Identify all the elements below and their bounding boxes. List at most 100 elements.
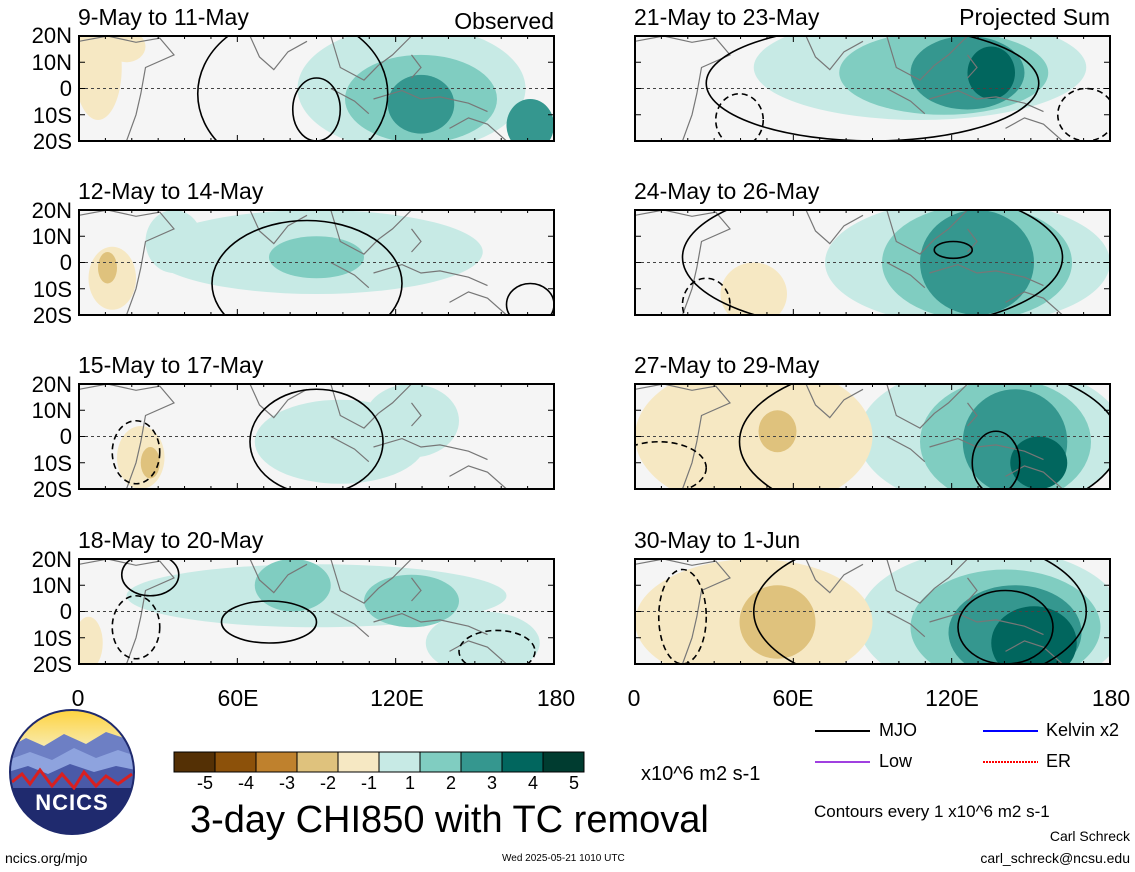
map-panel <box>78 209 555 316</box>
contours-note: Contours every 1 x10^6 m2 s-1 <box>814 802 1050 821</box>
email[interactable]: carl_schreck@ncsu.edu <box>980 850 1130 866</box>
lat-label-eq: 0 <box>59 76 72 101</box>
timestamp: Wed 2025-05-21 1010 UTC <box>502 853 625 864</box>
lat-label-eq: 0 <box>59 424 72 449</box>
mjo-contour <box>220 600 318 644</box>
mjo-contour <box>738 384 1110 489</box>
colorbar-swatch <box>296 751 339 773</box>
mjo-contour <box>681 277 731 315</box>
logo-text: NCICS <box>35 790 109 815</box>
panel-title-right-4: 30-May to 1-Jun <box>634 527 801 553</box>
anomaly-shading <box>720 262 787 315</box>
mjo-contour <box>657 568 708 664</box>
lat-label-10s: 10S <box>32 277 72 302</box>
panel-content <box>79 384 554 489</box>
mjo-contour <box>111 419 161 485</box>
colorbar-swatch <box>337 751 380 773</box>
coastline <box>929 612 1044 636</box>
coastline <box>967 228 978 253</box>
anomaly-shading <box>967 46 1015 99</box>
coastline <box>886 435 926 463</box>
map-panel <box>634 35 1111 142</box>
mjo-contour <box>505 282 554 315</box>
legend-label-low: Low <box>879 751 913 771</box>
coastline <box>373 89 488 113</box>
map-panel <box>78 35 555 142</box>
colorbar-tick: -5 <box>196 773 213 793</box>
panel-title-right-3: 27-May to 29-May <box>634 352 820 378</box>
anomaly-shading <box>387 74 455 134</box>
legend-label-mjo: MJO <box>879 720 917 740</box>
panel-content <box>635 559 1110 664</box>
colorbar-swatch <box>378 751 421 773</box>
coastline <box>411 402 422 427</box>
lat-label-20s: 20S <box>32 303 72 328</box>
coastline <box>929 263 1044 287</box>
coastline <box>886 610 926 638</box>
lon-label-120e: 120E <box>925 685 979 711</box>
mjo-contour <box>705 36 1040 141</box>
coastline <box>373 263 488 287</box>
panel-content <box>79 210 554 315</box>
anomaly-shading <box>79 616 103 664</box>
coastline <box>249 559 308 594</box>
anomaly-shading <box>425 611 540 664</box>
coastline <box>805 559 864 594</box>
coastline <box>1005 465 1063 489</box>
coastline <box>330 610 370 638</box>
lat-label-10n: 10N <box>31 398 72 423</box>
coastline <box>886 36 968 81</box>
panel-title-left-1: 9-May to 11-May <box>78 4 249 30</box>
lat-label-eq: 0 <box>59 599 72 624</box>
coastline <box>330 261 370 289</box>
anomaly-shading <box>364 384 459 458</box>
coastline <box>449 640 507 664</box>
observed-label: Observed <box>454 8 554 34</box>
panel-title-left-4: 18-May to 20-May <box>78 527 264 553</box>
coastline <box>805 36 864 71</box>
coastline <box>449 465 507 489</box>
anomaly-shading <box>635 384 873 489</box>
mjo-contour <box>458 629 536 664</box>
mjo-contour <box>933 240 974 260</box>
mjo-contour <box>111 594 161 660</box>
coastline <box>1005 117 1063 141</box>
colorbar-tick: 4 <box>527 773 538 793</box>
coastline <box>929 437 1044 461</box>
lat-label-10n: 10N <box>31 573 72 598</box>
colorbar-swatch <box>460 751 503 773</box>
lat-label-20s: 20S <box>32 652 72 677</box>
mjo-contour <box>211 219 403 315</box>
panel-title-left-3: 15-May to 17-May <box>78 352 264 378</box>
colorbar-tick: 5 <box>568 773 579 793</box>
colorbar-tick: -4 <box>237 773 254 793</box>
lon-label-0: 0 <box>627 685 641 711</box>
coastline <box>330 435 370 463</box>
lat-label-eq: 0 <box>59 250 72 275</box>
ncics-logo[interactable]: NCICS <box>8 708 136 836</box>
map-panel <box>634 558 1111 665</box>
lon-label-0: 0 <box>71 685 85 711</box>
coastline <box>373 612 488 636</box>
coastline <box>79 210 175 315</box>
coastline <box>373 437 488 461</box>
colorbar-tick: -3 <box>278 773 295 793</box>
lat-label-10s: 10S <box>32 626 72 651</box>
colorbar-swatch <box>173 751 216 773</box>
lon-label-180: 180 <box>1091 685 1131 711</box>
anomaly-shading <box>140 447 160 479</box>
lat-label-20n: 20N <box>31 372 72 397</box>
coastline <box>1005 291 1063 315</box>
projected-label: Projected Sum <box>959 4 1110 30</box>
coastline <box>330 210 412 255</box>
site-url[interactable]: ncics.org/mjo <box>5 850 88 866</box>
colorbar-swatch <box>542 751 585 773</box>
colorbar-swatch <box>214 751 257 773</box>
lat-label-10s: 10S <box>32 103 72 128</box>
lat-label-20s: 20S <box>32 477 72 502</box>
coastline <box>79 384 175 489</box>
ncics-logo-graphic <box>9 709 135 835</box>
coastline <box>330 36 412 81</box>
anomaly-shading <box>254 559 331 612</box>
